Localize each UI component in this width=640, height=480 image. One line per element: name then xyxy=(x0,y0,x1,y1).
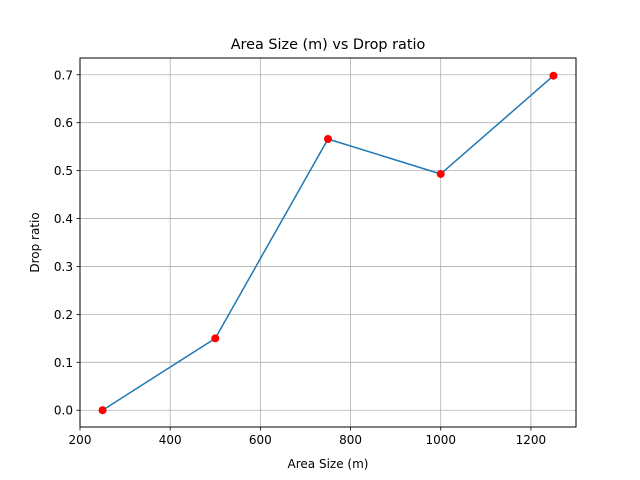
x-tick-label: 600 xyxy=(249,433,272,447)
y-tick-label: 0.0 xyxy=(54,404,73,418)
y-tick-label: 0.7 xyxy=(54,68,73,82)
y-tick-label: 0.1 xyxy=(54,356,73,370)
y-tick-label: 0.6 xyxy=(54,116,73,130)
grid-lines xyxy=(79,58,576,427)
y-tick-label: 0.4 xyxy=(54,212,73,226)
x-axis-label: Area Size (m) xyxy=(288,457,369,471)
data-point-marker xyxy=(549,71,558,80)
data-point-marker xyxy=(211,334,220,343)
x-tick-label: 200 xyxy=(69,433,92,447)
series-layer xyxy=(98,71,558,415)
y-tick-label: 0.3 xyxy=(54,260,73,274)
data-point-marker xyxy=(98,406,107,415)
data-point-marker xyxy=(324,134,332,143)
data-point-marker xyxy=(436,169,445,178)
y-tick-label: 0.2 xyxy=(54,308,73,322)
chart-title: Area Size (m) vs Drop ratio xyxy=(231,37,426,53)
plot-area-frame xyxy=(79,57,577,428)
y-tick-label: 0.5 xyxy=(54,164,73,178)
axis-ticks: 200 400 600 800 1000 1200 0.0 0.1 0.2 0.3 0.4 0.5 0.… xyxy=(54,68,546,447)
y-axis-label: Drop ratio xyxy=(28,212,42,272)
x-tick-label: 400 xyxy=(159,433,182,447)
x-tick-label: 1200 xyxy=(516,433,547,447)
x-tick-label: 800 xyxy=(339,433,362,447)
x-tick-label: 1000 xyxy=(425,433,456,447)
